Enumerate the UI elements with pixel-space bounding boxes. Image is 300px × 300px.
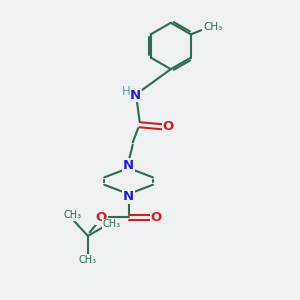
- Text: CH₃: CH₃: [103, 219, 121, 229]
- Text: O: O: [163, 120, 174, 133]
- Text: N: N: [123, 159, 134, 172]
- Text: CH₃: CH₃: [79, 255, 97, 265]
- Text: N: N: [123, 190, 134, 203]
- Text: CH₃: CH₃: [203, 22, 222, 32]
- Text: N: N: [130, 88, 141, 101]
- Text: O: O: [150, 211, 162, 224]
- Text: O: O: [96, 211, 107, 224]
- Text: CH₃: CH₃: [64, 210, 82, 220]
- Text: H: H: [122, 85, 130, 98]
